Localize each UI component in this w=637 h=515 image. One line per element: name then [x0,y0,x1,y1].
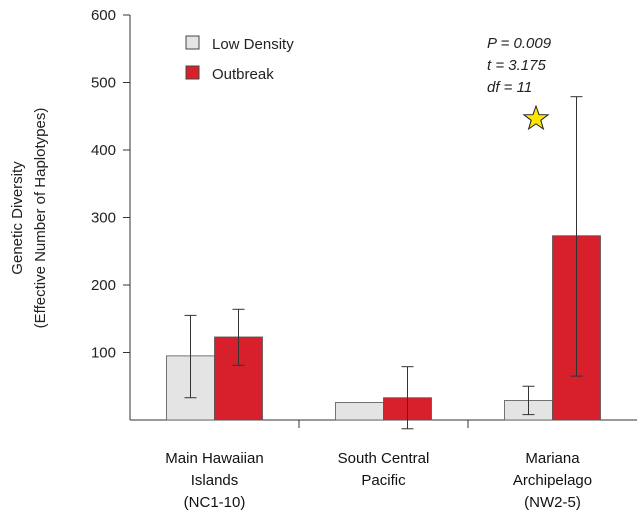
y-axis-ticks: 100 200 300 400 500 600 [91,7,130,362]
error-bars [184,96,583,430]
y-tick-label: 400 [91,142,116,159]
annotation-p-value: P = 0.009 [487,35,552,52]
y-axis-title: Genetic Diversity (Effective Number of H… [9,108,49,329]
y-axis-title-line-1: Genetic Diversity [9,161,26,275]
category-labels: Main Hawaiian Islands (NC1-10) South Centra… [165,450,592,511]
y-tick-label: 300 [91,210,116,227]
annotation-df: df = 11 [487,79,532,96]
legend-label-outbreak: Outbreak [212,66,274,83]
category-label: South Central [338,450,430,467]
star-icon [522,104,550,131]
stats-annotation: P = 0.009 t = 3.175 df = 11 [487,35,552,131]
y-tick-label: 600 [91,7,116,24]
category-label: (NC1-10) [184,494,246,511]
bars [166,235,601,421]
y-tick-label: 500 [91,75,116,92]
y-axis-title-line-2: (Effective Number of Haplotypes) [32,108,49,329]
category-label: Main Hawaiian [165,450,263,467]
category-label: Pacific [361,472,406,489]
y-tick-label: 100 [91,345,116,362]
bar-low-density [335,402,384,421]
annotation-t-value: t = 3.175 [487,57,546,74]
legend: Low Density Outbreak [185,35,294,83]
category-label: (NW2-5) [524,494,581,511]
y-tick-label: 200 [91,277,116,294]
category-label: Mariana [525,450,580,467]
category-label: Islands [191,472,239,489]
legend-swatch-low-density [185,35,200,50]
category-label: Archipelago [513,472,592,489]
legend-label-low-density: Low Density [212,36,294,53]
legend-swatch-outbreak [185,65,200,80]
